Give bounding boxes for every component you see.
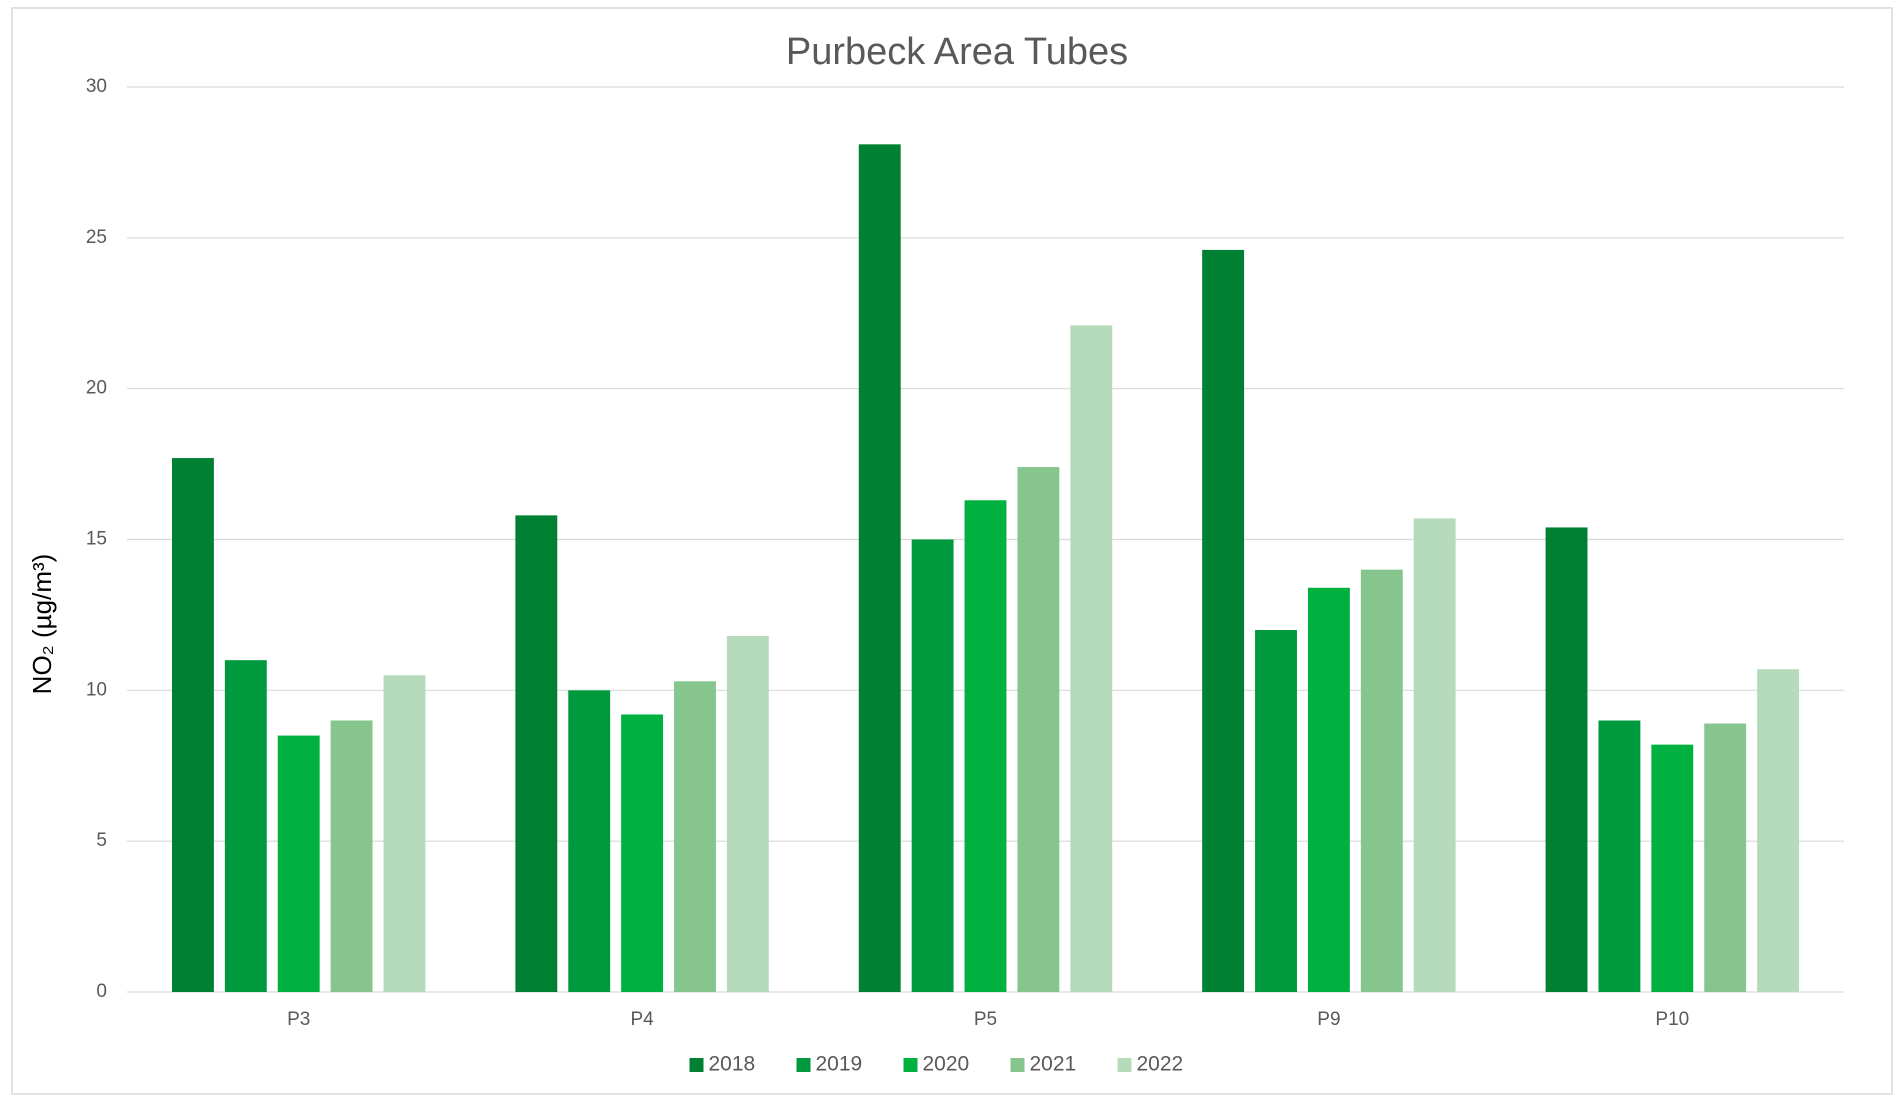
legend-label: 2021 bbox=[1030, 1053, 1077, 1076]
bar bbox=[1307, 587, 1350, 992]
bar bbox=[1651, 744, 1694, 992]
bar bbox=[515, 515, 558, 992]
legend-swatch bbox=[796, 1058, 811, 1072]
x-tick-label: P4 bbox=[630, 1009, 654, 1030]
y-axis-label: NO₂ (µg/m³) bbox=[27, 554, 57, 695]
bar bbox=[1704, 723, 1747, 992]
bar bbox=[1545, 527, 1588, 992]
legend-swatch bbox=[903, 1058, 918, 1072]
legend-label: 2019 bbox=[816, 1053, 863, 1076]
legend-label: 2020 bbox=[923, 1053, 970, 1076]
bar bbox=[1757, 669, 1800, 992]
bar bbox=[1017, 467, 1060, 993]
x-tick-label: P9 bbox=[1317, 1009, 1340, 1030]
bar bbox=[171, 458, 214, 992]
y-tick-label: 20 bbox=[86, 378, 107, 399]
bar bbox=[383, 675, 426, 992]
x-tick-label: P10 bbox=[1655, 1009, 1689, 1030]
bar bbox=[621, 714, 664, 992]
bar bbox=[1413, 518, 1456, 992]
bar bbox=[277, 735, 320, 992]
y-tick-label: 0 bbox=[96, 981, 107, 1002]
y-tick-label: 5 bbox=[96, 830, 107, 851]
bar bbox=[1070, 325, 1113, 993]
bar bbox=[1598, 720, 1641, 992]
bar bbox=[330, 720, 373, 992]
legend-label: 2018 bbox=[709, 1053, 756, 1076]
x-tick-label: P5 bbox=[974, 1009, 997, 1030]
legend-swatch bbox=[689, 1058, 704, 1072]
bar bbox=[1202, 249, 1245, 992]
y-tick-label: 30 bbox=[86, 76, 107, 97]
bar bbox=[224, 660, 267, 992]
bar bbox=[964, 500, 1007, 992]
y-tick-label: 10 bbox=[86, 679, 107, 700]
bar bbox=[1360, 569, 1403, 992]
bar bbox=[858, 144, 901, 993]
y-tick-label: 25 bbox=[86, 227, 107, 248]
bar bbox=[726, 636, 769, 992]
bar bbox=[674, 681, 716, 992]
legend-swatch bbox=[1010, 1058, 1025, 1072]
y-tick-label: 15 bbox=[86, 529, 107, 550]
chart-title: Purbeck Area Tubes bbox=[786, 31, 1128, 73]
x-tick-label: P3 bbox=[287, 1009, 310, 1030]
bar bbox=[1255, 630, 1297, 992]
bar bbox=[911, 539, 954, 992]
legend-label: 2022 bbox=[1137, 1053, 1184, 1076]
bar bbox=[568, 690, 611, 992]
legend-swatch bbox=[1117, 1058, 1132, 1072]
